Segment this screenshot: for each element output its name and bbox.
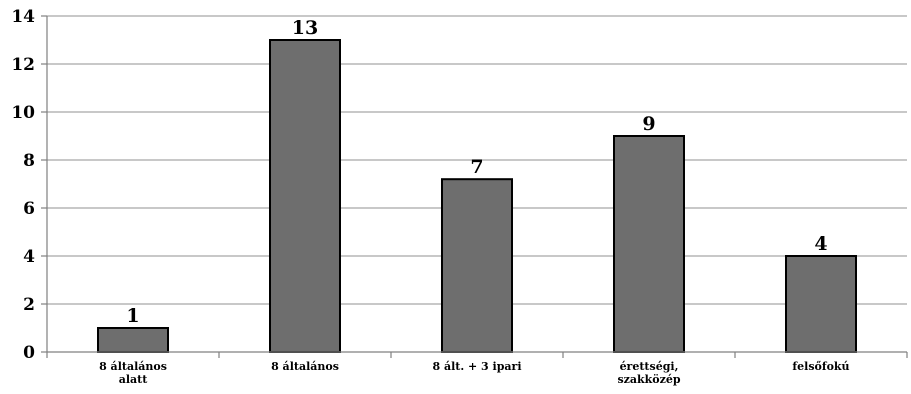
bar: [97, 327, 169, 353]
category-label: érettségi, szakközép: [617, 360, 680, 386]
y-tick-label: 12: [11, 55, 35, 75]
bar: [441, 178, 513, 353]
y-tick-label: 0: [23, 343, 35, 363]
y-tick-label: 4: [23, 247, 35, 267]
data-label: 7: [470, 156, 483, 178]
data-labels: 1 13 7 9 4: [126, 17, 827, 327]
category-label: 8 általános: [271, 360, 339, 373]
bar: [785, 255, 857, 353]
y-tick-label: 10: [11, 103, 35, 123]
y-tick-label: 8: [23, 151, 35, 171]
category-label: felsőfokú: [792, 360, 849, 373]
y-tick-label: 14: [11, 7, 35, 27]
bar: [269, 39, 341, 353]
axes: [46, 16, 908, 358]
x-axis-ticks: 8 általános alatt 8 általános 8 ált. + 3 ip…: [99, 360, 849, 386]
bar: [613, 135, 685, 353]
data-label: 1: [126, 305, 139, 327]
data-label: 13: [292, 17, 318, 39]
category-label: 8 általános alatt: [99, 360, 167, 386]
y-tick-label: 2: [23, 295, 35, 315]
data-label: 9: [642, 113, 655, 135]
y-axis-ticks: 0 2 4 6 8 10 12 14: [11, 7, 47, 363]
bars: [97, 39, 857, 353]
data-label: 4: [814, 233, 827, 255]
y-tick-label: 6: [23, 199, 35, 219]
category-label: 8 ált. + 3 ipari: [432, 360, 521, 373]
